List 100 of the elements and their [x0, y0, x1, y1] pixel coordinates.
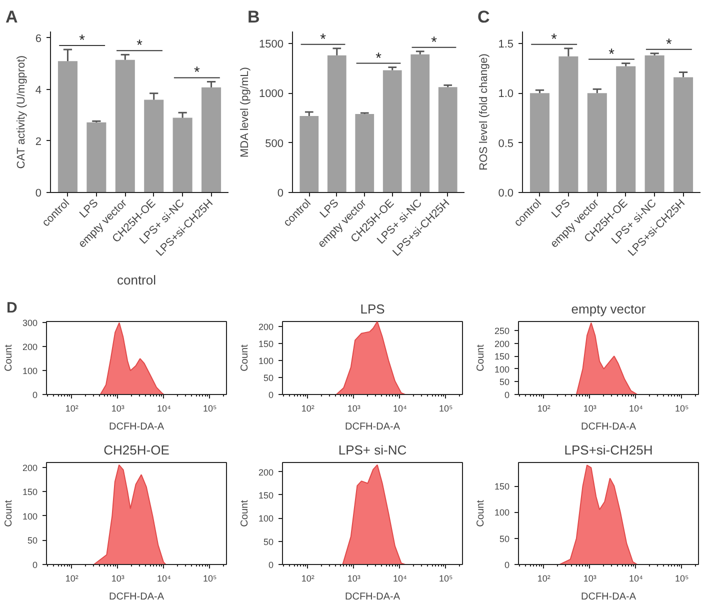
y-tick-label: 0	[277, 188, 284, 200]
y-tick-label: 200	[22, 342, 38, 352]
y-tick-label: 100	[494, 508, 510, 518]
y-tick-label: 100	[494, 364, 510, 374]
y-tick-label: 0	[268, 560, 274, 570]
y-axis-title: Count	[239, 344, 250, 372]
x-tick-label: 10⁵	[438, 404, 454, 414]
x-tick-label: LPS	[549, 197, 573, 220]
y-tick-label: 100	[258, 514, 274, 524]
y-tick-label: 200	[258, 322, 274, 332]
y-tick-label: 0.0	[498, 188, 514, 200]
bar	[616, 66, 636, 192]
x-axis-title: DCFH-DA-A	[109, 422, 164, 432]
x-tick-label: LPS	[77, 197, 101, 220]
x-tick-label: 10⁵	[202, 404, 218, 414]
x-tick-label: 10⁵	[202, 574, 218, 584]
x-tick-label: 10²	[537, 574, 550, 584]
y-tick-label: 1000	[259, 88, 284, 100]
y-tick-label: 50	[499, 534, 510, 544]
y-tick-label: 200	[22, 462, 38, 473]
y-tick-label: 1500	[259, 38, 284, 50]
y-axis-title: Count	[3, 344, 14, 372]
chart-title: B	[248, 8, 260, 26]
chart-title: C	[478, 8, 490, 26]
y-tick-label: 250	[494, 326, 510, 336]
chart-title: LPS+si-CH25H	[564, 442, 653, 458]
x-tick-label: 10⁴	[392, 404, 407, 414]
y-tick-label: 6	[35, 32, 42, 45]
bar	[144, 100, 164, 192]
y-tick-label: 200	[494, 338, 510, 349]
x-tick-label: 10⁴	[392, 574, 407, 584]
x-tick-label: 10⁴	[628, 574, 643, 584]
x-tick-label: LPS	[318, 197, 342, 220]
annotation: *	[194, 64, 200, 82]
x-axis-title: DCFH-DA-A	[581, 592, 636, 602]
y-tick-label: 150	[258, 339, 274, 350]
y-axis-title: Count	[475, 500, 486, 527]
x-tick-label: 10³	[111, 404, 124, 414]
y-tick-label: 2	[35, 136, 42, 148]
chart-title: LPS+ si-NC	[338, 442, 407, 458]
bar	[530, 93, 550, 192]
y-tick-label: 200	[258, 467, 274, 478]
bar	[202, 87, 222, 192]
annotation: *	[376, 50, 382, 67]
bar	[58, 61, 78, 192]
annotation: *	[608, 46, 615, 63]
x-axis-title: DCFH-DA-A	[109, 592, 164, 602]
y-axis-title: Count	[239, 500, 250, 527]
bar	[355, 114, 374, 192]
bar	[587, 93, 607, 192]
y-tick-label: 150	[22, 487, 38, 498]
bar	[300, 116, 319, 192]
x-tick-label: 10²	[65, 404, 78, 414]
y-axis-title: Count	[475, 344, 486, 372]
x-tick-label: 10²	[301, 574, 314, 584]
bar	[644, 55, 664, 192]
y-tick-label: 300	[22, 318, 38, 328]
x-tick-label: 10²	[65, 574, 78, 584]
y-tick-label: 50	[263, 373, 274, 384]
chart-title: CH25H-OE	[104, 442, 170, 458]
x-axis-title: DCFH-DA-A	[345, 592, 400, 602]
y-tick-label: 150	[494, 352, 510, 362]
x-tick-label: 10⁴	[628, 404, 643, 414]
x-tick-label: 10³	[347, 574, 360, 584]
x-tick-label: 10²	[301, 404, 314, 414]
annotation: *	[551, 30, 558, 48]
annotation: *	[320, 30, 326, 48]
y-tick-label: 1.0	[498, 88, 514, 100]
y-tick-label: 4	[35, 84, 42, 96]
x-tick-label: 10⁵	[674, 574, 690, 584]
chart-title: empty vector	[571, 302, 646, 316]
bar	[674, 77, 694, 192]
x-axis-title: DCFH-DA-A	[581, 422, 636, 432]
chart-title: LPS	[360, 302, 386, 316]
x-tick-label: 10³	[583, 404, 596, 414]
y-tick-label: 1.5	[498, 38, 514, 50]
y-tick-label: 100	[22, 366, 38, 376]
text: D	[6, 300, 18, 316]
y-axis-title: MDA level (pg/mL)	[239, 67, 252, 158]
y-tick-label: 100	[22, 511, 38, 522]
y-tick-label: 0	[504, 390, 510, 400]
y-axis-title: CAT activity (U/mgprot)	[15, 55, 28, 169]
bar	[438, 87, 458, 192]
annotation: *	[136, 37, 143, 54]
bar	[410, 54, 430, 192]
x-tick-label: 10³	[347, 404, 360, 414]
y-tick-label: 50	[27, 536, 38, 546]
y-axis-title: ROS level (fold change)	[478, 54, 490, 170]
bar	[558, 56, 578, 192]
x-tick-label: 10⁴	[156, 574, 171, 584]
y-tick-label: 100	[258, 356, 274, 366]
x-axis-title: DCFH-DA-A	[345, 422, 400, 432]
y-tick-label: 150	[258, 490, 274, 500]
x-tick-label: 10⁵	[674, 404, 690, 414]
y-tick-label: 0	[268, 390, 274, 400]
y-tick-label: 0	[32, 390, 38, 400]
y-tick-label: 50	[499, 377, 510, 388]
bar	[382, 70, 402, 192]
bar	[115, 60, 135, 192]
y-tick-label: 500	[265, 138, 284, 150]
